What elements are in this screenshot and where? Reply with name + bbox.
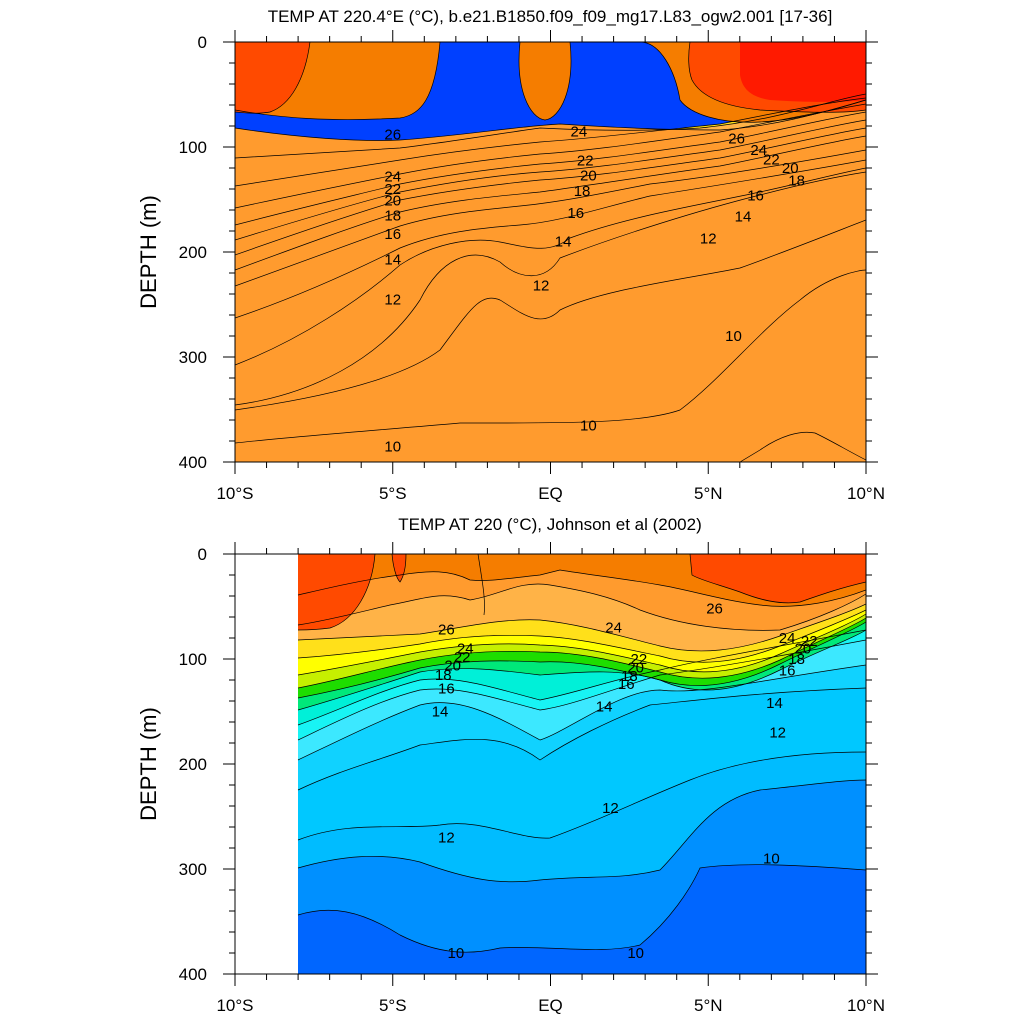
bottom-contour-label: 24	[457, 641, 474, 658]
top-contour-label: 12	[700, 230, 717, 247]
top-x-tick-label: 5°N	[694, 484, 723, 503]
top-contour-label: 24	[750, 142, 767, 159]
bottom-contour-label: 22	[630, 651, 647, 668]
top-contour-labels: 2624222018161412102422201816141210262422…	[384, 123, 805, 455]
top-contour-label: 12	[384, 291, 401, 308]
bottom-contour-label: 12	[769, 725, 786, 742]
top-contour-label: 20	[782, 160, 799, 177]
bottom-contour-label: 24	[605, 620, 622, 637]
bottom-contour-label: 16	[779, 663, 796, 680]
bottom-band-t27-right	[690, 554, 866, 603]
top-contour-label: 14	[384, 251, 401, 268]
bottom-contour-label: 22	[454, 649, 471, 666]
top-panel: TEMP AT 220.4°E (°C), b.e21.B1850.f09_f0…	[136, 7, 885, 503]
bottom-contour-label: 16	[438, 680, 455, 697]
top-band-t27-left	[235, 42, 310, 114]
top-x-tick-label: 10°S	[216, 484, 253, 503]
bottom-contour-label: 20	[795, 641, 812, 658]
top-y-tick-label: 300	[179, 348, 207, 367]
top-contour-label: 10	[384, 438, 401, 455]
bottom-contour-label: 10	[627, 945, 644, 962]
top-contour-label: 16	[567, 205, 584, 222]
top-contour-label: 14	[555, 234, 572, 251]
top-contour-label: 26	[728, 131, 745, 148]
top-contour-label: 18	[384, 207, 401, 224]
top-contour-label: 22	[384, 181, 401, 198]
bottom-plot-area	[297, 554, 866, 974]
top-contour-label: 12	[533, 278, 550, 295]
top-band-t28	[740, 42, 866, 102]
bottom-y-tick-label: 400	[179, 965, 207, 984]
bottom-contour-label: 18	[621, 668, 638, 685]
bottom-axes: 10°S 5°S EQ 5°N 10°N 0 100 200 300 400	[179, 542, 885, 1015]
bottom-y-axis-label: DEPTH (m)	[136, 707, 161, 821]
top-contour-label: 14	[735, 208, 752, 225]
top-y-tick-label: 0	[198, 33, 207, 52]
bottom-contour-label: 10	[763, 851, 780, 868]
top-title: TEMP AT 220.4°E (°C), b.e21.B1850.f09_f0…	[268, 7, 833, 26]
top-contour-label: 20	[384, 193, 401, 210]
top-contour-label: 16	[747, 187, 764, 204]
bottom-contour-label: 20	[444, 657, 461, 674]
bottom-contour-label: 22	[801, 633, 818, 650]
bottom-band-t27-left	[298, 554, 375, 630]
top-axes: 10°S 5°S EQ 5°N 10°N 0 100 200 300 400	[179, 30, 885, 503]
top-y-tick-label: 200	[179, 243, 207, 262]
top-contour-label: 18	[574, 183, 591, 200]
top-contour-label: 10	[725, 328, 742, 345]
bottom-contour-label: 12	[602, 800, 619, 817]
top-contour-label: 20	[580, 167, 597, 184]
top-x-tick-label: 10°N	[847, 484, 885, 503]
bottom-x-tick-label: 10°S	[216, 996, 253, 1015]
top-contour-label: 24	[571, 123, 588, 140]
top-contour-lines	[235, 42, 866, 462]
bottom-y-tick-label: 300	[179, 860, 207, 879]
bottom-contour-label: 14	[596, 698, 613, 715]
bottom-contour-label: 18	[788, 651, 805, 668]
top-band-t26	[235, 100, 866, 462]
bottom-y-tick-label: 0	[198, 545, 207, 564]
top-contour-label: 22	[763, 152, 780, 169]
bottom-contour-label: 26	[438, 622, 455, 639]
top-y-axis-label: DEPTH (m)	[136, 195, 161, 309]
bottom-band-t27-mid	[392, 554, 406, 582]
top-plot-area	[235, 42, 866, 462]
top-x-tick-label: EQ	[538, 484, 563, 503]
bottom-contour-lines	[297, 554, 866, 953]
bottom-contour-label: 14	[766, 695, 783, 712]
top-y-tick-label: 100	[179, 138, 207, 157]
top-contour-label: 22	[577, 153, 594, 170]
bottom-y-tick-label: 200	[179, 755, 207, 774]
bottom-contour-label: 16	[618, 676, 635, 693]
bottom-contour-label: 24	[779, 630, 796, 647]
top-contour-label: 26	[384, 126, 401, 143]
bottom-y-tick-label: 100	[179, 650, 207, 669]
top-contour-label: 18	[788, 173, 805, 190]
bottom-contour-label: 12	[438, 830, 455, 847]
bottom-contour-label: 20	[627, 659, 644, 676]
top-x-tick-label: 5°S	[379, 484, 407, 503]
bottom-title: TEMP AT 220 (°C), Johnson et al (2002)	[398, 515, 702, 534]
bottom-contour-label: 14	[432, 704, 449, 721]
top-contour-label: 24	[384, 168, 401, 185]
top-y-tick-label: 400	[179, 453, 207, 472]
bottom-x-tick-label: EQ	[538, 996, 563, 1015]
bottom-panel: TEMP AT 220 (°C), Johnson et al (2002)	[136, 515, 885, 1015]
bottom-contour-label: 18	[435, 667, 452, 684]
bottom-contour-label: 10	[448, 945, 465, 962]
bottom-x-tick-label: 10°N	[847, 996, 885, 1015]
bottom-contour-label: 26	[706, 601, 723, 618]
bottom-x-tick-label: 5°S	[379, 996, 407, 1015]
top-contour-label: 16	[384, 226, 401, 243]
top-contour-label: 10	[580, 417, 597, 434]
bottom-x-tick-label: 5°N	[694, 996, 723, 1015]
